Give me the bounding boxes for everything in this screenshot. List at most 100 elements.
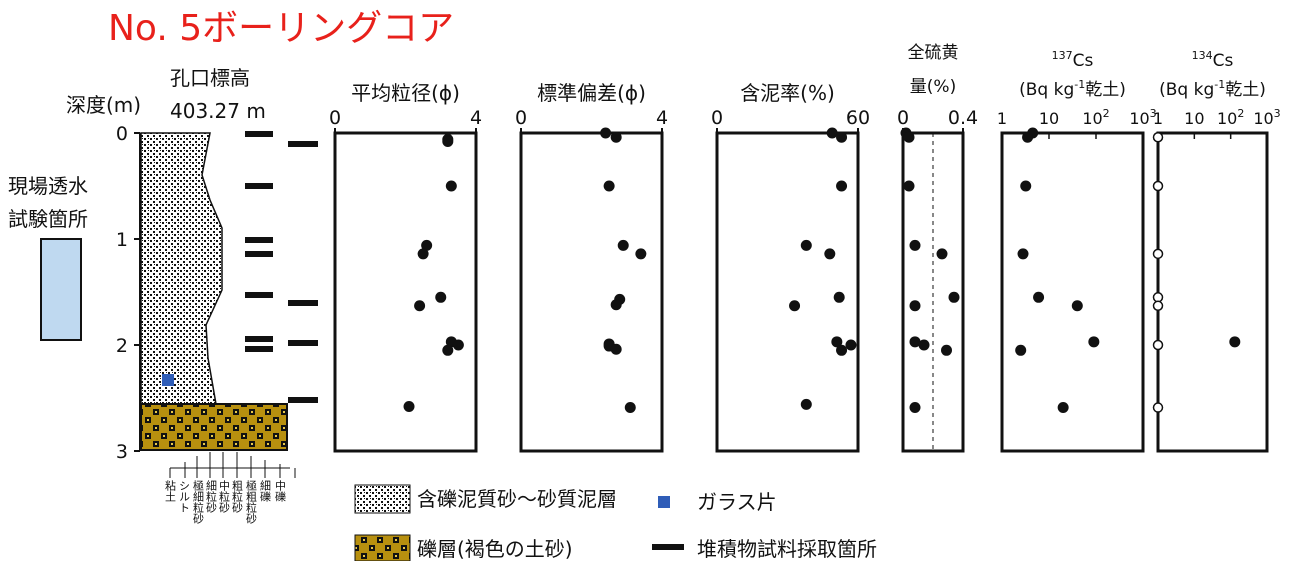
data-point (800, 239, 812, 251)
grain-label-fine-sand: 細粒砂 (205, 480, 218, 514)
data-point (442, 135, 454, 147)
sample-marker (245, 292, 273, 298)
data-point (836, 344, 848, 356)
data-point (452, 339, 464, 351)
data-point (1229, 336, 1241, 348)
legend-gravel-label: 礫層(褐色の土砂) (417, 537, 573, 561)
data-point (1017, 248, 1029, 260)
chart-title: No. 5ボーリングコア (108, 8, 454, 49)
test-site-label-2: 試験箇所 (8, 207, 88, 231)
open-data-point (1152, 292, 1164, 303)
data-point (445, 180, 457, 192)
tick-label: 1 (997, 109, 1007, 128)
tick-label: 0 (515, 107, 527, 129)
data-point (833, 291, 845, 303)
open-data-point (1152, 339, 1164, 351)
panel-title-line2: 量(%) (910, 77, 956, 97)
gravel-layer (140, 403, 288, 451)
panel-frame (1000, 131, 1145, 453)
data-point (836, 180, 848, 192)
tick-label: 103 (1129, 107, 1156, 128)
sample-marker (245, 251, 273, 257)
glass-fragment-marker (162, 374, 174, 386)
panel-2: 含泥率(%) 0 60 (711, 81, 870, 453)
open-data-point (1152, 180, 1164, 192)
data-point (909, 402, 921, 414)
depth-tick-label-2: 2 (116, 335, 128, 357)
panel-1: 標準偏差(ϕ) 0 4 (515, 81, 668, 453)
data-point (826, 127, 838, 139)
data-point (800, 398, 812, 410)
open-data-point (1152, 131, 1164, 143)
data-point (617, 239, 629, 251)
data-point (635, 248, 647, 260)
grain-label-silt: シルト (178, 480, 191, 513)
panel-title: 含泥率(%) (740, 81, 835, 105)
grain-label-coarse-sand: 粗粒砂 (231, 480, 244, 514)
panel-4: 137Cs (Bq kg-1乾土) 1 10 102 103 (997, 49, 1157, 453)
depth-tick-label-1: 1 (116, 229, 128, 251)
data-point (845, 339, 857, 351)
open-data-point (1152, 402, 1164, 413)
data-point (1071, 300, 1083, 312)
data-point (603, 180, 615, 192)
sample-marker (288, 300, 318, 306)
data-point (624, 402, 636, 414)
legend-sand-swatch (354, 484, 411, 514)
data-point (909, 336, 921, 348)
panel-title-line1: 134Cs (1192, 49, 1234, 71)
tick-label: 4 (470, 107, 482, 129)
open-data-point (1152, 248, 1164, 260)
panel-0: 平均粒径(ϕ) 0 4 (329, 81, 482, 453)
elevation-value: 403.27 m (170, 99, 266, 123)
data-point (610, 299, 622, 311)
sample-marker (245, 237, 273, 243)
elevation-label: 孔口標高 (170, 66, 250, 90)
panel-frame (715, 131, 860, 453)
data-point (442, 344, 454, 356)
tick-label: 0 (897, 107, 909, 129)
tick-label: 0.4 (948, 107, 978, 129)
data-point (435, 291, 447, 303)
depth-tick-label-0: 0 (116, 123, 128, 145)
grain-size-labels: 粘土 シルト 極細粒砂 細粒砂 中粒砂 粗粒砂 極粗粒砂 細礫 中礫 (164, 479, 287, 525)
tick-label: 0 (329, 107, 341, 129)
data-point (909, 239, 921, 251)
panel-frame (1156, 131, 1269, 453)
sample-marker (245, 131, 273, 137)
tick-label: 1 (1153, 109, 1163, 128)
grain-label-medium-sand: 中粒砂 (218, 480, 231, 514)
data-point (903, 131, 915, 143)
data-point (903, 180, 915, 192)
data-point (789, 300, 801, 312)
tick-label: 60 (846, 107, 870, 129)
panel-title-line2: (Bq kg-1乾土) (1019, 78, 1126, 100)
grain-label-vcoarse-sand: 極粗粒砂 (245, 479, 258, 525)
data-point (1020, 180, 1032, 192)
sand-layer (140, 132, 223, 405)
data-point (836, 131, 848, 143)
data-point (909, 300, 921, 312)
panel-title: 平均粒径(ϕ) (351, 81, 460, 105)
legend-gravel-swatch (354, 534, 411, 561)
data-point (918, 339, 930, 351)
legend-sample-swatch (652, 544, 684, 550)
data-point (600, 127, 612, 139)
sample-marker (245, 346, 273, 352)
panel-frame (519, 131, 664, 453)
sample-marker (245, 336, 273, 342)
tick-label: 0 (711, 107, 723, 129)
panel-frame (333, 131, 478, 453)
grain-label-vfine-sand: 極細粒砂 (192, 479, 205, 525)
depth-axis: 0 1 2 3 (116, 123, 141, 463)
open-data-point (1152, 300, 1164, 312)
data-point (941, 344, 952, 356)
data-point (414, 300, 426, 312)
tick-label: 10 (1184, 109, 1204, 128)
panel-title-line1: 全硫黄 (908, 43, 959, 63)
depth-axis-label: 深度(m) (66, 93, 141, 117)
sample-marker (245, 183, 273, 189)
sample-marker (288, 340, 318, 346)
panel-title-line2: (Bq kg-1乾土) (1159, 78, 1266, 100)
sample-marker (288, 141, 318, 147)
